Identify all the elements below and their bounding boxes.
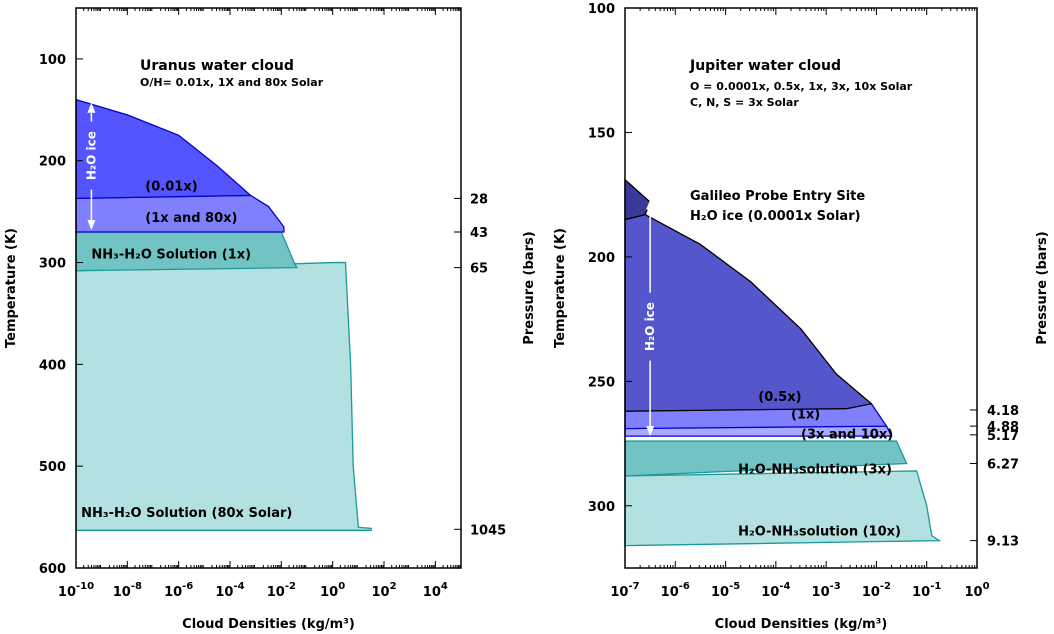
chart-panel-1: NH₃-H₂O Solution (80x Solar) NH₃-H₂O Solu…: [4, 7, 537, 632]
x-tick-label: 10-1: [912, 581, 941, 600]
x-axis-label: Cloud Densities (kg/m³): [182, 617, 355, 632]
y-tick-label: 600: [39, 562, 66, 577]
plot-frame: [624, 7, 978, 569]
chart-title: Uranus water cloud: [140, 58, 294, 74]
region-label: (1x and 80x): [145, 211, 237, 226]
y-tick-label: 150: [588, 126, 615, 141]
chart-subtitle-2: C, N, S = 3x Solar: [690, 96, 799, 109]
pressure-tick-label: 4.88: [987, 420, 1019, 435]
x-tick-label: 104: [423, 581, 448, 600]
chart-panel-2: H₂O-NH₃solution (10x) H₂O-NH₃solution (3x…: [553, 2, 1050, 632]
x-tick-label: 10-5: [711, 581, 740, 600]
pressure-tick-label: 4.18: [987, 404, 1019, 419]
x-tick-label: 10-3: [812, 581, 841, 600]
x-tick-label: 10-6: [164, 581, 193, 600]
x-tick-label: 10-6: [661, 581, 690, 600]
x-tick-label: 100: [320, 581, 345, 600]
pressure-tick-label: 65: [470, 262, 488, 277]
x-tick-label: 10-10: [58, 581, 94, 600]
site-annotation-2: H₂O ice (0.0001x Solar): [690, 209, 861, 224]
x-tick-label: 10-4: [215, 581, 244, 600]
ice-arrow-label: H₂O ice: [643, 302, 657, 351]
chart-subtitle: O/H= 0.01x, 1X and 80x Solar: [140, 76, 324, 89]
ice-arrow-label: H₂O ice: [84, 131, 98, 180]
minor-ticks: [639, 8, 976, 568]
y-axis-label-right: Pressure (bars): [522, 231, 537, 344]
region-label: (3x and 10x): [801, 428, 893, 443]
pressure-tick-label: 1045: [470, 523, 506, 538]
x-axis-label: Cloud Densities (kg/m³): [715, 617, 888, 632]
y-axis-label-left: Temperature (K): [553, 228, 568, 348]
region-label: H₂O-NH₃solution (3x): [738, 462, 892, 477]
arrowhead-down-icon: [646, 426, 655, 437]
x-tick-label: 102: [371, 581, 396, 600]
pressure-tick-label: 9.13: [987, 535, 1019, 550]
x-tick-label: 10-8: [113, 581, 142, 600]
y-axis-label-left: Temperature (K): [4, 228, 19, 348]
y-tick-label: 200: [39, 155, 66, 170]
chart-subtitle: O = 0.0001x, 0.5x, 1x, 3x, 10x Solar: [690, 80, 913, 93]
site-annotation: Galileo Probe Entry Site: [690, 189, 865, 204]
x-tick-label: 10-2: [267, 581, 296, 600]
y-tick-label: 300: [39, 257, 66, 272]
x-tick-label: 10-7: [610, 581, 639, 600]
x-tick-label: 10-2: [862, 581, 891, 600]
y-tick-label: 100: [39, 53, 66, 68]
x-tick-label: 100: [964, 581, 989, 600]
minor-ticks: [83, 8, 461, 568]
y-tick-label: 400: [39, 358, 66, 373]
y-tick-label: 250: [588, 375, 615, 390]
region-label: NH₃-H₂O Solution (80x Solar): [81, 506, 292, 521]
region-label: (0.5x): [758, 390, 801, 405]
region-label: (0.01x): [145, 179, 197, 194]
region-label: H₂O-NH₃solution (10x): [738, 525, 901, 540]
region-label: (1x): [791, 408, 820, 423]
region-label: NH₃-H₂O Solution (1x): [91, 247, 251, 262]
pressure-tick-label: 28: [470, 192, 488, 207]
arrowhead-up-icon: [646, 199, 655, 210]
arrowhead-up-icon: [87, 102, 96, 113]
plot-frame: [75, 7, 462, 569]
x-tick-label: 10-4: [761, 581, 790, 600]
pressure-tick-label: 43: [470, 226, 488, 241]
y-axis-label-right: Pressure (bars): [1035, 231, 1050, 344]
cloud-region: [624, 213, 873, 412]
pressure-tick-label: 5.17: [987, 429, 1019, 444]
y-tick-label: 200: [588, 251, 615, 266]
arrowhead-down-icon: [87, 219, 96, 230]
pressure-tick-label: 6.27: [987, 457, 1019, 472]
y-tick-label: 100: [588, 2, 615, 17]
cloud-region: [624, 178, 651, 221]
y-tick-label: 300: [588, 500, 615, 515]
y-tick-label: 500: [39, 460, 66, 475]
chart-title: Jupiter water cloud: [689, 58, 841, 74]
cloud-region: [75, 261, 372, 531]
